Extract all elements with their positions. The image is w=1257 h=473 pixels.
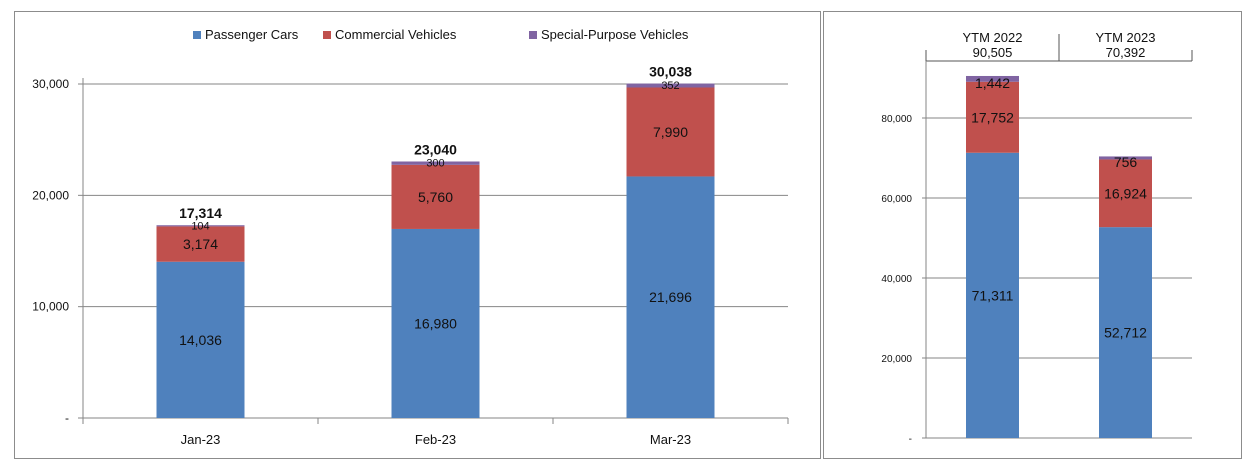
total-label: 23,040: [414, 141, 457, 157]
data-label: 21,696: [649, 289, 692, 305]
total-label: 17,314: [179, 205, 222, 221]
y-tick-label: -: [909, 434, 912, 445]
y-tick-label: 20,000: [32, 188, 69, 202]
bar-segment-special-purpose-vehicles-ytm-2023: [1099, 156, 1152, 160]
bar-segment-commercial-vehicles-ytm-2022: [966, 81, 1019, 153]
bar-segment-commercial-vehicles-jan-23: [156, 226, 245, 262]
x-tick-label: Mar-23: [650, 432, 691, 447]
monthly-sales-chart-panel: Passenger Cars Commercial Vehicles Special…: [14, 11, 821, 459]
bar-segment-special-purpose-vehicles-mar-23: [626, 83, 715, 88]
data-label: 16,980: [414, 315, 457, 331]
y-tick-label: 20,000: [881, 354, 912, 365]
bar-segment-commercial-vehicles-feb-23: [391, 164, 480, 229]
y-tick-label: 30,000: [32, 77, 69, 91]
data-label: 352: [661, 80, 679, 92]
legend-label-passenger-cars: Passenger Cars: [205, 27, 299, 42]
legend-swatch-special-purpose-vehicles: [529, 31, 537, 39]
x-tick-label: Jan-23: [181, 432, 221, 447]
gridlines: [926, 117, 1192, 359]
bar-segment-passenger-cars-ytm-2023: [1099, 227, 1152, 438]
chart-legend: Passenger Cars Commercial Vehicles Special…: [193, 27, 689, 42]
total-label: 30,038: [649, 64, 692, 80]
bar-segment-passenger-cars-ytm-2022: [966, 152, 1019, 439]
bar-segment-special-purpose-vehicles-jan-23: [156, 225, 245, 227]
category-total-label: 90,505: [973, 45, 1013, 60]
legend-label-commercial-vehicles: Commercial Vehicles: [335, 27, 457, 42]
bars: [156, 83, 715, 418]
x-tick-label: Feb-23: [415, 432, 456, 447]
legend-label-special-purpose-vehicles: Special-Purpose Vehicles: [541, 27, 689, 42]
bar-segment-special-purpose-vehicles-feb-23: [391, 161, 480, 165]
bars: [966, 75, 1152, 439]
data-label: 756: [1114, 154, 1138, 170]
y-tick-label: 80,000: [881, 114, 912, 125]
x-category-label: YTM 2022: [963, 30, 1023, 45]
bar-segment-passenger-cars-feb-23: [391, 228, 480, 418]
ytm-sales-chart-panel: YTM 2022 90,505 YTM 2023 70,392 - 20,000 40,0…: [823, 11, 1242, 459]
y-tick-label: 60,000: [881, 194, 912, 205]
y-tick-label: 40,000: [881, 274, 912, 285]
data-label: 17,752: [971, 109, 1014, 125]
data-label: 52,712: [1104, 325, 1147, 341]
x-category-label: YTM 2023: [1096, 30, 1156, 45]
data-label: 5,760: [418, 189, 453, 205]
legend-swatch-commercial-vehicles: [323, 31, 331, 39]
category-total-label: 70,392: [1106, 45, 1146, 60]
bar-segment-commercial-vehicles-ytm-2023: [1099, 159, 1152, 228]
data-label: 3,174: [183, 236, 218, 252]
bar-segment-passenger-cars-jan-23: [156, 261, 245, 418]
data-label: 300: [426, 158, 444, 170]
bar-segment-special-purpose-vehicles-ytm-2022: [966, 75, 1019, 82]
data-label: 1,442: [975, 75, 1010, 91]
data-labels: 71,311 17,752 1,442 52,712 16,924 756: [971, 75, 1147, 341]
data-label: 7,990: [653, 124, 688, 140]
bar-segment-commercial-vehicles-mar-23: [626, 87, 715, 177]
y-tick-label: -: [65, 411, 69, 425]
y-tick-label: 10,000: [32, 300, 69, 314]
data-label: 71,311: [972, 287, 1014, 303]
legend-swatch-passenger-cars: [193, 31, 201, 39]
bar-segment-passenger-cars-mar-23: [626, 176, 715, 418]
data-label: 16,924: [1104, 185, 1147, 201]
monthly-sales-chart: Passenger Cars Commercial Vehicles Special…: [32, 27, 789, 447]
data-label: 14,036: [179, 332, 222, 348]
data-label: 104: [191, 220, 209, 232]
